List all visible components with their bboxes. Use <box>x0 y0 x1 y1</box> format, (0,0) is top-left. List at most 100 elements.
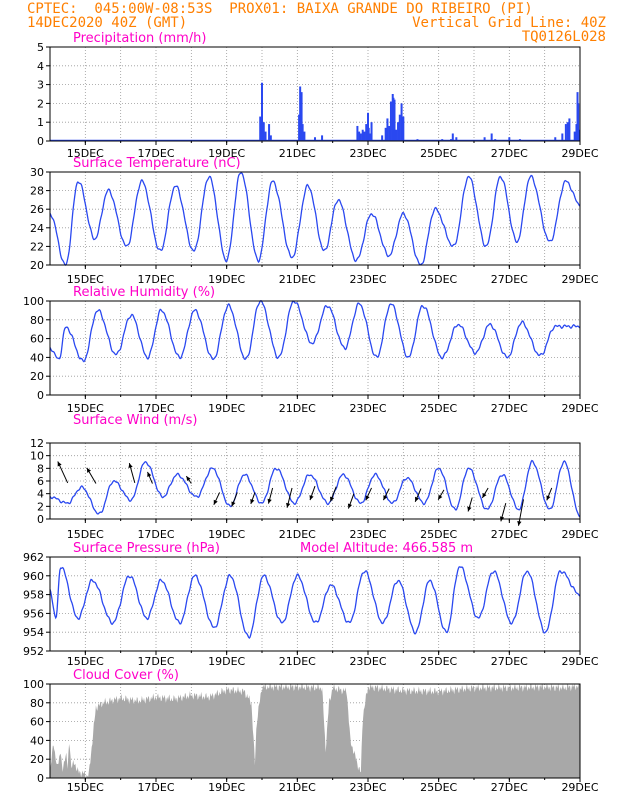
wind-arrowhead <box>467 506 472 512</box>
x-tick-label: 15DEC <box>67 655 104 668</box>
x-tick-label: 29DEC <box>561 781 598 794</box>
panel-frame <box>49 442 581 520</box>
header-grid-line: Vertical Grid Line: 40Z <box>412 15 606 31</box>
x-tick-label: 23DEC <box>349 402 386 415</box>
y-tick-label: 3 <box>37 79 44 92</box>
x-tick-label: 19DEC <box>208 528 245 541</box>
x-tick-label: 29DEC <box>561 147 598 160</box>
y-tick-label: 0 <box>37 513 44 526</box>
wind-arrowhead <box>415 496 420 502</box>
precipitation-bar <box>367 112 369 141</box>
y-tick-label: 20 <box>30 370 44 383</box>
x-tick-label: 23DEC <box>349 528 386 541</box>
precipitation-bar <box>365 124 368 141</box>
precipitation-bar <box>261 82 263 141</box>
precipitation-bar <box>508 137 511 141</box>
x-tick-label: 15DEC <box>67 147 104 160</box>
wind-arrowhead <box>267 498 272 504</box>
y-tick-label: 30 <box>30 166 44 179</box>
precipitation-bar <box>298 114 301 141</box>
x-tick-label: 17DEC <box>137 655 174 668</box>
wind-arrowhead <box>57 461 62 467</box>
precipitation-bar <box>578 129 581 141</box>
x-tick-label: 29DEC <box>561 273 598 286</box>
precipitation-bar <box>386 118 389 141</box>
precipitation-bar <box>564 124 567 141</box>
precipitation-bar <box>388 125 391 141</box>
y-tick-label: 40 <box>30 351 44 364</box>
x-tick-label: 21DEC <box>279 655 316 668</box>
precipitation-bar <box>358 131 361 141</box>
precipitation-bar <box>554 137 557 141</box>
y-tick-label: 12 <box>30 437 44 450</box>
y-tick-label: 0 <box>37 772 44 785</box>
y-tick-label: 26 <box>30 203 44 216</box>
series-line <box>49 172 581 267</box>
precipitation-bar <box>577 103 580 141</box>
wind-arrowhead <box>383 495 388 501</box>
x-tick-label: 25DEC <box>420 273 457 286</box>
wind-arrowhead <box>128 463 133 469</box>
x-tick-label: 21DEC <box>279 528 316 541</box>
wind-arrowhead <box>365 495 370 501</box>
precipitation-bar <box>575 124 578 141</box>
precipitation-bar <box>301 124 304 141</box>
x-tick-label: 19DEC <box>208 273 245 286</box>
x-tick-label: 27DEC <box>491 781 528 794</box>
x-tick-label: 15DEC <box>67 781 104 794</box>
x-tick-label: 17DEC <box>137 273 174 286</box>
y-tick-label: 40 <box>30 734 44 747</box>
x-tick-label: 19DEC <box>208 655 245 668</box>
precipitation-bar <box>363 131 366 141</box>
y-tick-label: 1 <box>37 116 44 129</box>
y-tick-label: 0 <box>37 135 44 148</box>
x-tick-label: 29DEC <box>561 655 598 668</box>
precipitation-bar <box>397 122 400 141</box>
precipitation-bar <box>268 124 271 141</box>
panel-title: Surface Temperature (nC) <box>73 156 241 171</box>
precipitation-bar <box>300 92 303 141</box>
y-tick-label: 958 <box>23 589 44 602</box>
x-tick-label: 21DEC <box>279 273 316 286</box>
y-tick-label: 2 <box>37 97 44 110</box>
precipitation-bar <box>398 114 401 141</box>
wind-arrowhead <box>86 467 91 473</box>
precipitation-bar <box>392 97 395 141</box>
precipitation-bar <box>451 133 454 141</box>
x-tick-label: 29DEC <box>561 528 598 541</box>
x-tick-label: 15DEC <box>67 402 104 415</box>
precipitation-bar <box>299 86 302 141</box>
x-tick-label: 17DEC <box>137 147 174 160</box>
y-tick-label: 80 <box>30 697 44 710</box>
panel-title: Cloud Cover (%) <box>73 668 179 683</box>
precipitation-bar <box>264 131 267 141</box>
precipitation-bar <box>400 103 403 141</box>
precipitation-bar <box>568 118 571 141</box>
wind-arrowhead <box>546 495 551 501</box>
y-tick-label: 60 <box>30 333 44 346</box>
x-tick-label: 21DEC <box>279 402 316 415</box>
precipitation-bar <box>361 129 364 141</box>
wind-arrowhead <box>213 499 218 505</box>
x-tick-label: 25DEC <box>420 528 457 541</box>
precipitation-bar <box>395 129 398 141</box>
x-tick-label: 25DEC <box>420 781 457 794</box>
precipitation-bar <box>389 101 392 141</box>
precipitation-bar <box>370 122 373 141</box>
precipitation-bar <box>483 137 486 141</box>
precipitation-bar <box>402 116 405 141</box>
precipitation-bar <box>573 131 576 141</box>
panel-title-extra: Model Altitude: 466.585 m <box>300 541 473 556</box>
precipitation-bar <box>393 99 396 141</box>
wind-arrowhead <box>438 494 443 500</box>
y-tick-label: 952 <box>23 645 44 658</box>
panel-title: Relative Humidity (%) <box>73 285 215 300</box>
precipitation-bar <box>269 135 272 141</box>
precipitation-bar <box>381 135 384 141</box>
series-line <box>49 566 581 639</box>
cloud-cover-area <box>50 684 580 778</box>
header-line1: CPTEC: 045:00W-08:53S PROX01: BAIXA GRAN… <box>27 1 533 17</box>
y-tick-label: 24 <box>30 222 44 235</box>
x-tick-label: 17DEC <box>137 781 174 794</box>
header-datetime: 14DEC2020 40Z (GMT) <box>27 15 188 31</box>
